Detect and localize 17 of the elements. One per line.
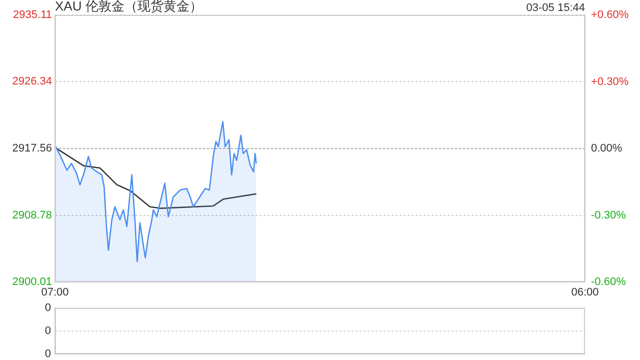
x-tick-label: 06:00 — [571, 286, 599, 299]
y-tick-label: 2900.01 — [12, 276, 52, 288]
y-tick-label: 2908.78 — [12, 209, 52, 222]
x-tick-label: 07:00 — [41, 286, 69, 299]
y-tick-label: 2935.11 — [13, 9, 52, 22]
chart-title: XAU 伦敦金（现货黄金） — [55, 0, 202, 14]
text: 0 — [44, 348, 51, 360]
y2-tick-label: -0.30% — [591, 209, 626, 222]
y-tick-label: 2917.56 — [12, 142, 52, 155]
text: 0 — [44, 325, 51, 338]
y-tick-label: 2926.34 — [12, 76, 52, 88]
y2-tick-label: +0.30% — [591, 76, 629, 88]
y2-tick-label: +0.60% — [591, 9, 629, 22]
y2-tick-label: 0.00% — [591, 142, 622, 155]
y2-tick-label: -0.60% — [591, 276, 626, 288]
text: 03-05 15:44 — [526, 2, 585, 14]
text: 0 — [44, 302, 51, 314]
